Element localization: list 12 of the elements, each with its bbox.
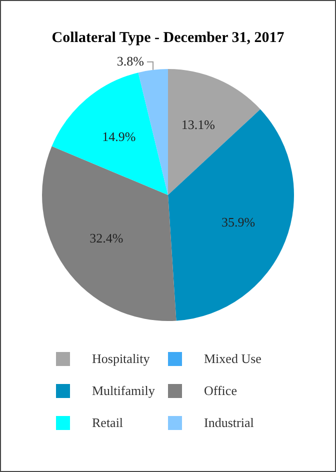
legend-label: Mixed Use — [204, 351, 262, 367]
legend-label: Office — [204, 383, 237, 399]
legend-label: Multifamily — [92, 383, 155, 399]
legend-label: Industrial — [204, 415, 254, 431]
chart-title: Collateral Type - December 31, 2017 — [52, 30, 285, 46]
legend-label: Retail — [92, 415, 124, 431]
legend-label: Hospitality — [92, 351, 150, 367]
data-label: 35.9% — [221, 214, 256, 230]
data-label: 3.8% — [116, 53, 144, 68]
data-label: 14.9% — [102, 128, 136, 144]
data-label: 32.4% — [90, 230, 124, 246]
data-label: 13.1% — [181, 117, 216, 132]
